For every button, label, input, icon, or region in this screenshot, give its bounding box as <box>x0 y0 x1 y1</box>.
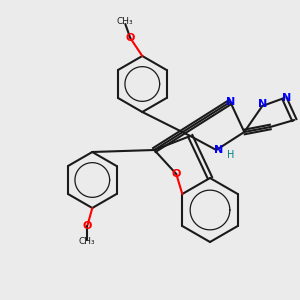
Text: CH₃: CH₃ <box>79 238 96 247</box>
Text: CH₃: CH₃ <box>117 17 134 26</box>
Text: N: N <box>258 99 267 109</box>
Text: N: N <box>214 145 223 155</box>
Text: O: O <box>126 33 135 43</box>
Text: N: N <box>282 93 291 103</box>
Text: H: H <box>226 150 234 160</box>
Text: O: O <box>172 169 181 179</box>
Text: N: N <box>226 97 235 107</box>
Text: O: O <box>82 221 92 231</box>
